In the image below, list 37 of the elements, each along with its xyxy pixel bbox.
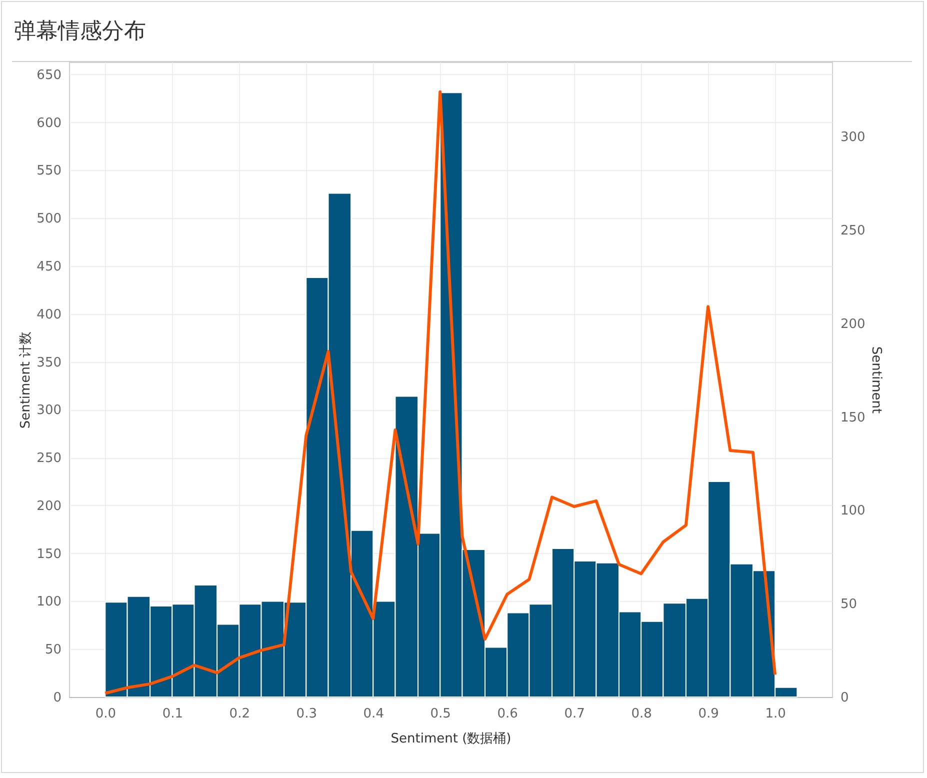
y2-tick-label: 50 — [840, 597, 858, 612]
line-series — [104, 90, 777, 695]
y2-tick-label: 0 — [840, 690, 849, 706]
x-tick-label: 1.0 — [765, 706, 786, 722]
y2-tick-label: 150 — [840, 410, 866, 426]
y-tick-label: 100 — [36, 594, 62, 610]
x-tick-label: 0.6 — [497, 706, 518, 722]
y-tick-label: 450 — [36, 260, 62, 275]
y-axis-title: Sentiment 计数 — [18, 331, 34, 429]
x-tick-label: 0.4 — [363, 706, 384, 722]
chart-title: 弹幕情感分布 — [14, 18, 146, 46]
y-tick-label: 200 — [36, 498, 62, 514]
y-tick-label: 350 — [36, 355, 62, 370]
x-tick-label: 0.9 — [698, 706, 719, 722]
x-tick-label: 0.7 — [564, 706, 585, 722]
y-tick-label: 0 — [53, 690, 62, 706]
y-tick-label: 50 — [44, 642, 62, 658]
y2-tick-label: 100 — [840, 504, 866, 519]
y2-tick-label: 250 — [840, 224, 866, 239]
y-tick-label: 500 — [36, 212, 62, 227]
y-tick-label: 150 — [36, 546, 62, 562]
x-tick-label: 0.0 — [95, 706, 116, 722]
x-axis-title: Sentiment (数据桶) — [390, 732, 512, 746]
x-tick-label: 0.2 — [229, 706, 250, 722]
x-tick-label: 0.8 — [631, 706, 652, 722]
x-tick-label: 0.3 — [296, 706, 317, 722]
y-tick-label: 400 — [36, 307, 62, 322]
y-tick-label: 550 — [36, 164, 62, 179]
y2-tick-label: 200 — [840, 316, 866, 332]
y2-axis-title: Sentiment — [868, 346, 884, 414]
y2-tick-label: 300 — [840, 130, 866, 146]
x-tick-label: 0.1 — [162, 706, 184, 722]
y-tick-label: 650 — [36, 68, 62, 83]
x-tick-label: 0.5 — [430, 706, 451, 722]
y-tick-label: 300 — [36, 403, 62, 418]
y-tick-label: 600 — [36, 116, 62, 131]
y-tick-label: 250 — [36, 451, 62, 466]
